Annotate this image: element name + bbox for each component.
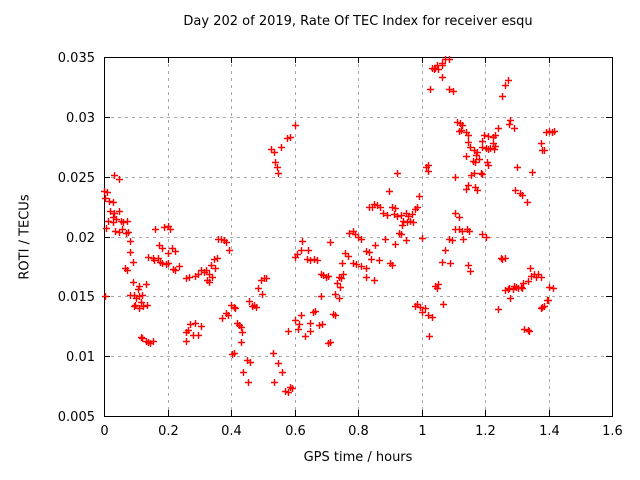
x-tick-label: 0.2 bbox=[158, 424, 179, 439]
y-tick-label: 0.005 bbox=[58, 410, 95, 425]
y-tick-label: 0.015 bbox=[58, 290, 95, 305]
y-tick-label: 0.025 bbox=[58, 171, 95, 186]
x-tick-label: 1.4 bbox=[539, 424, 560, 439]
x-tick-label: 0.4 bbox=[221, 424, 242, 439]
x-axis-label: GPS time / hours bbox=[303, 450, 413, 465]
x-tick-label: 1 bbox=[418, 424, 426, 439]
scatter-points bbox=[101, 56, 558, 396]
x-tick-label: 0 bbox=[100, 424, 108, 439]
x-tick-label: 0.8 bbox=[348, 424, 369, 439]
y-tick-label: 0.02 bbox=[66, 231, 95, 246]
x-tick-label: 0.6 bbox=[285, 424, 306, 439]
x-tick-label: 1.2 bbox=[475, 424, 496, 439]
y-tick-label: 0.03 bbox=[66, 111, 95, 126]
y-tick-label: 0.01 bbox=[66, 350, 95, 365]
x-tick-label: 1.6 bbox=[602, 424, 623, 439]
y-tick-label: 0.035 bbox=[58, 51, 95, 66]
chart-title: Day 202 of 2019, Rate Of TEC Index for r… bbox=[183, 14, 533, 29]
